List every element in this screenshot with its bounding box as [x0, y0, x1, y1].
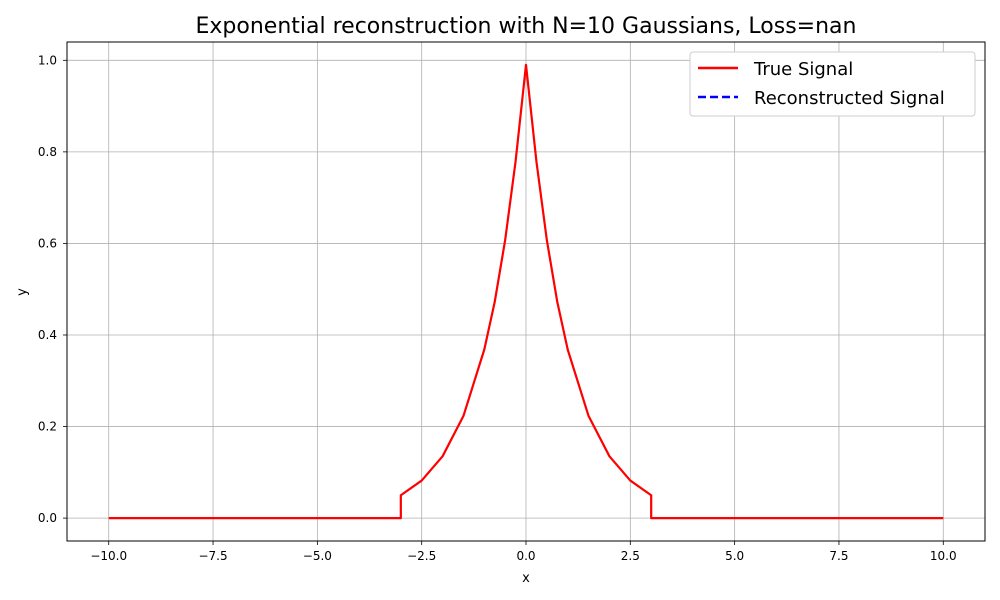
x-tick-label: −7.5	[198, 549, 227, 563]
series-line-true-signal	[108, 63, 944, 520]
y-tick-label: 0.8	[38, 145, 57, 159]
chart-title: Exponential reconstruction with N=10 Gau…	[196, 14, 857, 39]
x-tick-label: −10.0	[90, 549, 127, 563]
x-tick-label: 10.0	[930, 549, 957, 563]
y-tick-label: 0.2	[38, 420, 57, 434]
y-tick-label: 0.6	[38, 236, 57, 250]
x-axis-label: x	[522, 571, 530, 586]
x-tick-label: −5.0	[303, 549, 332, 563]
x-tick-label: −2.5	[407, 549, 436, 563]
legend: True Signal Reconstructed Signal	[689, 51, 976, 117]
x-tick-label: 0.0	[516, 549, 535, 563]
x-tick-label: 5.0	[725, 549, 744, 563]
legend-label-reconstructed-signal: Reconstructed Signal	[754, 88, 945, 109]
y-tick-label: 0.4	[38, 328, 57, 342]
y-tick-label: 0.0	[38, 511, 57, 525]
legend-label-true-signal: True Signal	[753, 59, 853, 80]
legend-box	[689, 51, 976, 117]
x-tick-label: 7.5	[829, 549, 848, 563]
y-axis-label: y	[15, 288, 30, 296]
axis-ticks: −10.0 −7.5 −5.0 −2.5 0.0 2.5 5.0 7.5 10.0 0.0 0.2 0…	[38, 53, 957, 563]
y-tick-label: 1.0	[38, 53, 57, 67]
x-tick-label: 2.5	[621, 549, 640, 563]
series-lines	[108, 63, 944, 520]
